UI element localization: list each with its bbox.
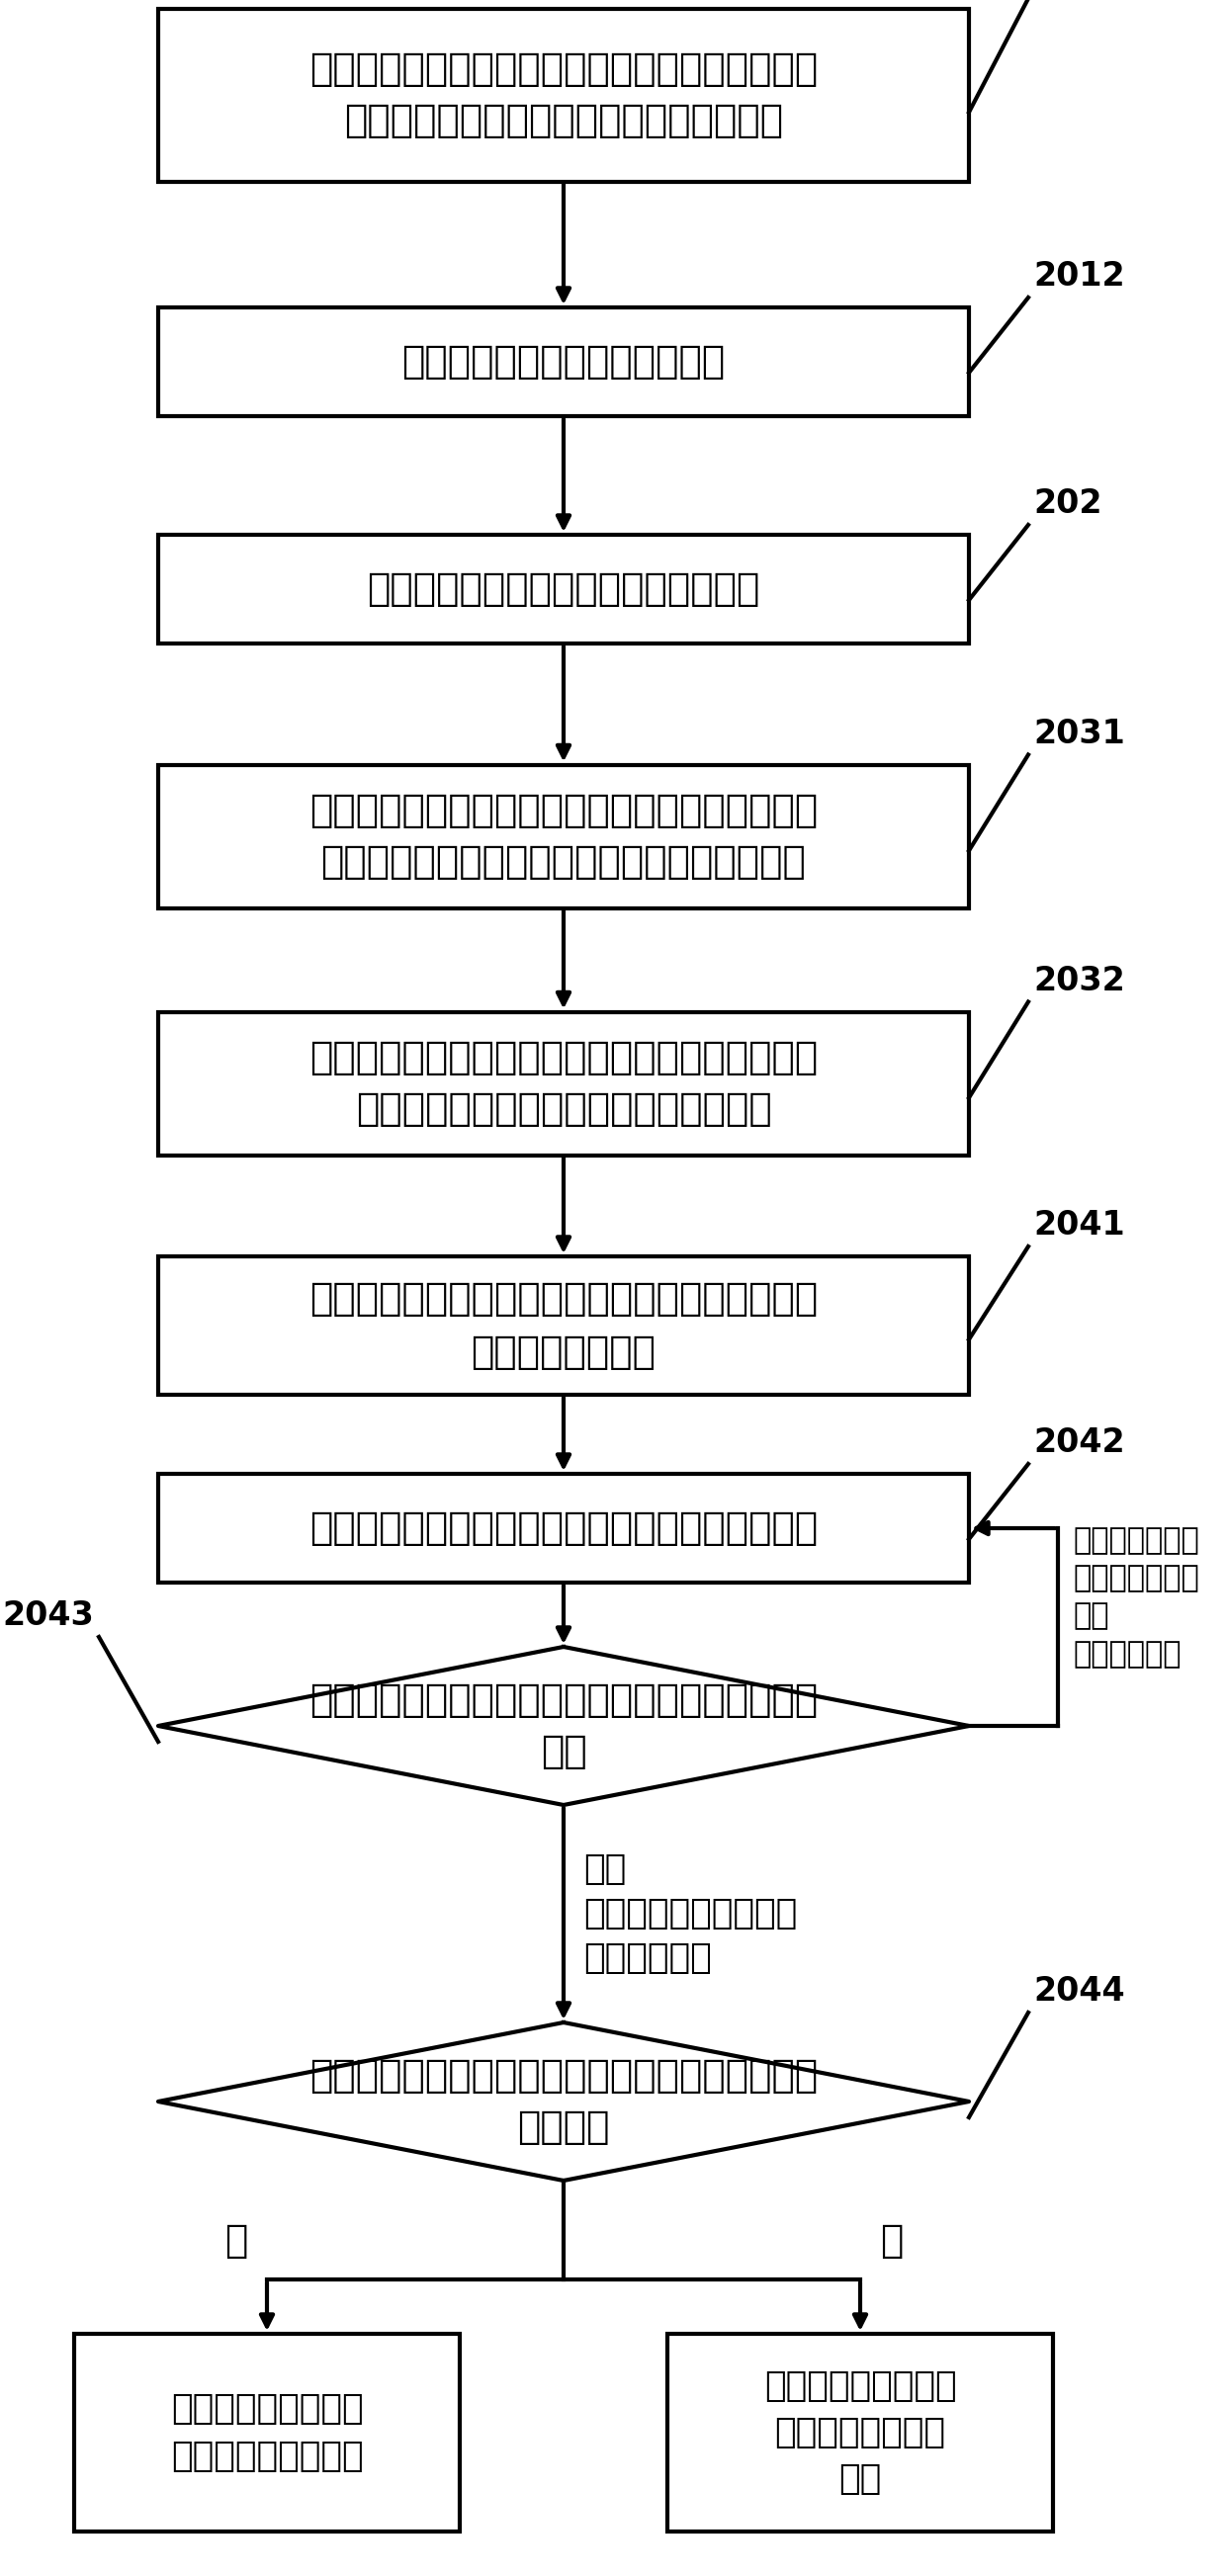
Text: 将预置的音素词典、预置的声学模型和预置的音素
语言模型输入至音素识别器中构建音素识别模型: 将预置的音素词典、预置的声学模型和预置的音素 语言模型输入至音素识别器中构建音素… [309, 791, 818, 881]
Text: 2043: 2043 [2, 1600, 94, 1633]
Bar [158, 1012, 969, 1154]
Text: 202: 202 [1034, 487, 1102, 520]
Text: 分析具有相同标识的元音或元音组合的共振峰特性: 分析具有相同标识的元音或元音组合的共振峰特性 [309, 1510, 818, 1548]
Text: 否，选择下一组
具有相同标识的
元音
或元音组合。: 否，选择下一组 具有相同标识的 元音 或元音组合。 [1073, 1528, 1199, 1669]
Text: 将梅尔频率倒谱系数输入至音素识别模型中进行音
素检索，根据概率分布，得到符合的音素: 将梅尔频率倒谱系数输入至音素识别模型中进行音 素检索，根据概率分布，得到符合的音… [309, 1038, 818, 1128]
Bar [667, 2334, 1053, 2532]
Text: 2042: 2042 [1034, 1427, 1124, 1458]
Bar [158, 1257, 969, 1394]
Text: 2044: 2044 [1034, 1976, 1124, 2007]
Text: 将符合的音素标识在语谱图上，获取具有相同标识
的元音或元音组合: 将符合的音素标识在语谱图上，获取具有相同标识 的元音或元音组合 [309, 1280, 818, 1370]
Bar [158, 536, 969, 644]
Bar [158, 1473, 969, 1582]
Text: 2041: 2041 [1034, 1208, 1124, 1242]
Text: 获取样本音频文件的梅尔频率倒谱系数: 获取样本音频文件的梅尔频率倒谱系数 [367, 569, 760, 608]
Text: 获取样本音频文件的语谱参数，包括：带宽、动态
范围、衰减系数、高频提升系数和加窗类型: 获取样本音频文件的语谱参数，包括：带宽、动态 范围、衰减系数、高频提升系数和加窗… [309, 49, 818, 139]
Text: 样本音频文件对应的
待识别身份验证通过: 样本音频文件对应的 待识别身份验证通过 [170, 2393, 363, 2473]
Text: 2031: 2031 [1034, 716, 1125, 750]
Text: 是，
确定匹配的元音或元音
组合的种类。: 是， 确定匹配的元音或元音 组合的种类。 [584, 1852, 797, 1976]
Text: 根据语谱参数构建对应的语谱图: 根据语谱参数构建对应的语谱图 [402, 343, 726, 381]
Text: 是: 是 [224, 2223, 248, 2259]
Text: 具有相同标识的元音或元音组合的语音特征是否匹
配？: 具有相同标识的元音或元音组合的语音特征是否匹 配？ [309, 1682, 818, 1770]
Bar [158, 765, 969, 907]
Text: 样本音频文件对应的
待识别身份验证不
通过: 样本音频文件对应的 待识别身份验证不 通过 [764, 2370, 956, 2496]
Bar [158, 8, 969, 180]
Polygon shape [158, 2022, 969, 2182]
Text: 否: 否 [880, 2223, 904, 2259]
Text: 2012: 2012 [1034, 260, 1124, 294]
Polygon shape [158, 1646, 969, 1806]
Text: 2032: 2032 [1034, 963, 1125, 997]
Bar [74, 2334, 460, 2532]
Text: 匹配的元音或元音组合的种类数量是否达到预置要
求数量？: 匹配的元音或元音组合的种类数量是否达到预置要 求数量？ [309, 2056, 818, 2146]
Bar [158, 307, 969, 417]
